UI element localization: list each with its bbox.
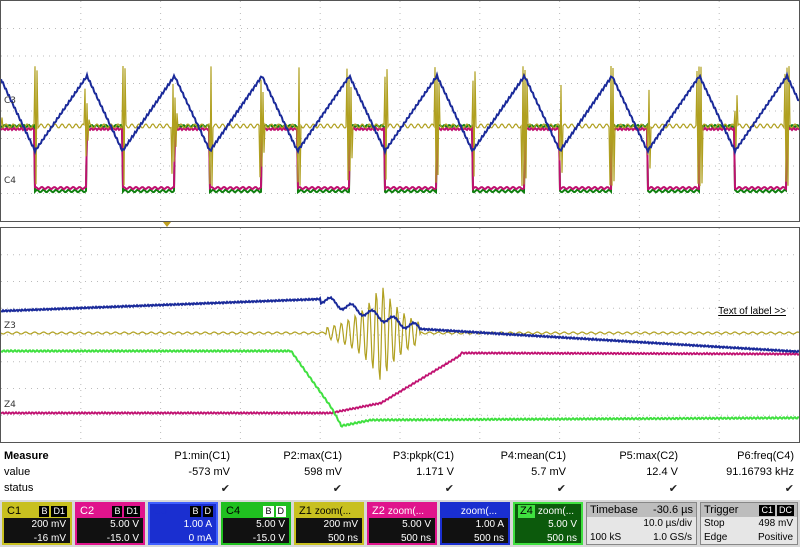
param-value: 5.7 mV bbox=[531, 466, 566, 478]
param-value: 1.171 V bbox=[416, 466, 454, 478]
timebase-offset: -30.6 µs bbox=[653, 503, 693, 516]
vdiv-value: 5.00 V bbox=[402, 519, 431, 530]
offset-value: -16 mV bbox=[33, 533, 66, 544]
timebase-div: 10.0 µs/div bbox=[643, 518, 692, 529]
vdiv-value: 200 mV bbox=[31, 519, 66, 530]
zoom-z1-descriptor[interactable]: Z1 zoom(... 200 mV 500 ns bbox=[294, 502, 364, 545]
vdiv-value: 5.00 V bbox=[548, 519, 577, 530]
descriptor-id: C2 bbox=[80, 504, 95, 517]
trigger-coupling-tag: DC bbox=[777, 504, 794, 516]
status-check-icon: ✔ bbox=[668, 483, 678, 495]
offset-value: -15.0 V bbox=[106, 533, 139, 544]
param-value: -573 mV bbox=[188, 466, 230, 478]
c2-waveform bbox=[1, 125, 799, 191]
measure-header[interactable]: Measure bbox=[4, 450, 49, 462]
param-value: 598 mV bbox=[304, 466, 342, 478]
trigger-source-tag: C1 bbox=[759, 504, 775, 516]
coupling-tag: D1 bbox=[51, 505, 67, 517]
bwl-tag: B bbox=[190, 505, 201, 517]
z2-waveform bbox=[1, 350, 799, 416]
status-row-label: status bbox=[4, 482, 34, 494]
coupling-tag: D bbox=[275, 505, 286, 517]
param-name[interactable]: P1:min(C1) bbox=[174, 450, 230, 462]
coupling-tag: D bbox=[202, 505, 213, 517]
param-value: 91.16793 kHz bbox=[726, 466, 794, 478]
timebase-rate: 1.0 GS/s bbox=[653, 532, 692, 543]
trigger-mode: Stop bbox=[704, 518, 725, 529]
coupling-tag: D1 bbox=[124, 505, 140, 517]
vdiv-value: 5.00 V bbox=[110, 519, 139, 530]
descriptor-title: zoom(... bbox=[460, 505, 498, 517]
timediv-value: 500 ns bbox=[400, 533, 431, 544]
status-check-icon: ✔ bbox=[220, 483, 230, 495]
bwl-tag: B bbox=[112, 505, 123, 517]
param-name[interactable]: P2:max(C1) bbox=[283, 450, 342, 462]
trigger-descriptor[interactable]: Trigger C1 DC Stop 498 mV Edge Positive bbox=[700, 502, 798, 545]
status-check-icon: ✔ bbox=[784, 483, 794, 495]
top-waveform-svg bbox=[1, 1, 799, 221]
timediv-value: 500 ns bbox=[473, 533, 504, 544]
descriptor-title: zoom(... bbox=[314, 505, 352, 517]
trigger-slope: Positive bbox=[757, 532, 793, 543]
value-row-label: value bbox=[4, 466, 31, 478]
vdiv-value: 5.00 V bbox=[256, 519, 285, 530]
z4-trace-marker[interactable]: Z4 bbox=[4, 400, 16, 410]
descriptor-bar: C1 B D1 200 mV -16 mV C2 B D1 5.00 V -15.0 V… bbox=[0, 500, 800, 547]
offset-value: 0 mA bbox=[188, 533, 212, 544]
timebase-samples: 100 kS bbox=[590, 532, 622, 543]
offset-value: -15.0 V bbox=[252, 533, 285, 544]
panel-divider bbox=[0, 222, 800, 227]
z1-waveform bbox=[1, 287, 799, 380]
timediv-value: 500 ns bbox=[327, 533, 358, 544]
zoom-waveform-svg bbox=[1, 228, 799, 442]
zoom-z3-descriptor[interactable]: Z3 zoom(... 1.00 A 500 ns bbox=[440, 502, 510, 545]
channel-c1-descriptor[interactable]: C1 B D1 200 mV -16 mV bbox=[2, 502, 72, 545]
z4-waveform bbox=[1, 348, 799, 428]
timebase-descriptor[interactable]: Timebase -30.6 µs 10.0 µs/div 100 kS 1.0 G… bbox=[586, 502, 697, 545]
vdiv-value: 1.00 A bbox=[475, 519, 504, 530]
descriptor-id: C1 bbox=[7, 504, 22, 517]
status-check-icon: ✔ bbox=[332, 483, 342, 495]
zoom-z4-descriptor[interactable]: Z4 zoom(... 5.00 V 500 ns bbox=[513, 502, 583, 545]
trigger-level: 498 mV bbox=[758, 518, 793, 529]
text-of-label-link[interactable]: Text of label >> bbox=[718, 306, 786, 317]
vdiv-value: 200 mV bbox=[323, 519, 358, 530]
z3-waveform bbox=[1, 295, 799, 354]
param-name[interactable]: P6:freq(C4) bbox=[737, 450, 794, 462]
descriptor-id: Z3 bbox=[445, 504, 458, 517]
channel-c4-descriptor[interactable]: C4 B D 5.00 V -15.0 V bbox=[221, 502, 291, 545]
channel-c3-descriptor[interactable]: C3 B D 1.00 A 0 mA bbox=[148, 502, 218, 545]
channel-c2-descriptor[interactable]: C2 B D1 5.00 V -15.0 V bbox=[75, 502, 145, 545]
trigger-type: Edge bbox=[704, 532, 728, 543]
param-name[interactable]: P3:pkpk(C1) bbox=[392, 450, 454, 462]
param-value: 12.4 V bbox=[646, 466, 678, 478]
descriptor-title: zoom(... bbox=[537, 505, 575, 517]
c4-waveform bbox=[1, 122, 799, 195]
c4-trace-marker[interactable]: C4 bbox=[4, 176, 17, 186]
status-check-icon: ✔ bbox=[444, 483, 454, 495]
measure-table: Measure P1:min(C1) P2:max(C1) P3:pkpk(C1… bbox=[0, 450, 800, 500]
top-waveform-grid[interactable] bbox=[0, 0, 800, 222]
descriptor-id: C4 bbox=[226, 504, 241, 517]
trigger-position-marker bbox=[163, 222, 171, 227]
c3-waveform bbox=[1, 71, 799, 156]
z3-trace-marker[interactable]: Z3 bbox=[4, 321, 16, 331]
timebase-label: Timebase bbox=[590, 503, 638, 516]
zoom-waveform-grid[interactable] bbox=[0, 227, 800, 443]
descriptor-id: C3 bbox=[153, 504, 168, 517]
c3-trace-marker[interactable]: C3 bbox=[4, 96, 17, 106]
descriptor-id: Z4 bbox=[518, 504, 535, 518]
vdiv-value: 1.00 A bbox=[183, 519, 212, 530]
param-name[interactable]: P5:max(C2) bbox=[619, 450, 678, 462]
status-check-icon: ✔ bbox=[556, 483, 566, 495]
trigger-label: Trigger bbox=[704, 503, 739, 516]
zoom-z2-descriptor[interactable]: Z2 zoom(... 5.00 V 500 ns bbox=[367, 502, 437, 545]
descriptor-title: zoom(... bbox=[387, 505, 425, 517]
timediv-value: 500 ns bbox=[546, 533, 577, 544]
param-name[interactable]: P4:mean(C1) bbox=[500, 450, 566, 462]
descriptor-id: Z2 bbox=[372, 504, 385, 517]
descriptor-id: Z1 bbox=[299, 504, 312, 517]
bwl-tag: B bbox=[39, 505, 50, 517]
bwl-tag: B bbox=[263, 505, 274, 517]
